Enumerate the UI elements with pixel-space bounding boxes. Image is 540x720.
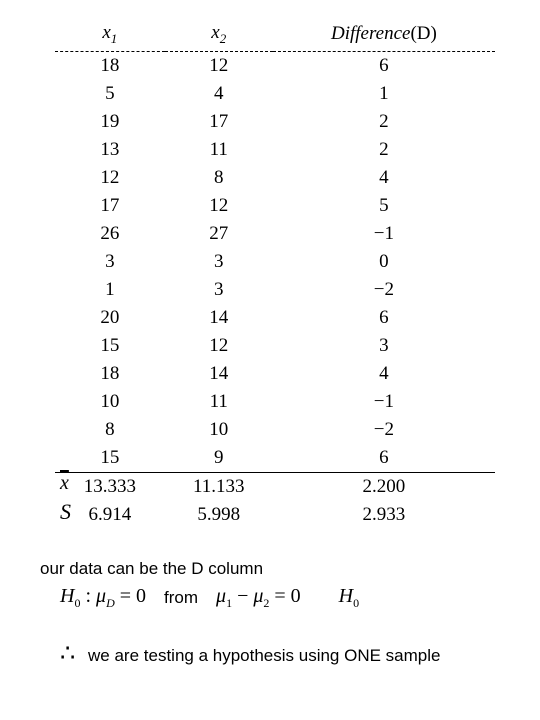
cell-x2: 12 [165, 51, 273, 80]
table-row: 1596 [55, 444, 495, 473]
cell-x1: 15 [55, 444, 165, 473]
cell-x1: 10 [55, 388, 165, 416]
table-row: 17125 [55, 192, 495, 220]
data-table: x1 x2 Difference(D) 18126541191721311212… [55, 20, 495, 529]
s-label: S [60, 499, 71, 525]
cell-x2: 12 [165, 192, 273, 220]
table-row: 19172 [55, 108, 495, 136]
table-row: 18144 [55, 360, 495, 388]
table-row: 541 [55, 80, 495, 108]
cell-d: 6 [273, 304, 495, 332]
col-header-diff: Difference(D) [273, 20, 495, 51]
cell-d: 3 [273, 332, 495, 360]
table-row: 1284 [55, 164, 495, 192]
cell-x1: 12 [55, 164, 165, 192]
cell-x2: 3 [165, 248, 273, 276]
cell-d: 0 [273, 248, 495, 276]
cell-x1: 8 [55, 416, 165, 444]
cell-d: −1 [273, 388, 495, 416]
cell-x1: 26 [55, 220, 165, 248]
cell-x2: 8 [165, 164, 273, 192]
cell-x2: 27 [165, 220, 273, 248]
cell-d: 2 [273, 108, 495, 136]
table-row: 20146 [55, 304, 495, 332]
cell-x2: 11 [165, 388, 273, 416]
note-line1: our data can be the D column [40, 559, 510, 579]
cell-d: 6 [273, 51, 495, 80]
cell-x2: 10 [165, 416, 273, 444]
row-mean: 13.33311.1332.200 [55, 472, 495, 501]
cell-d: 5 [273, 192, 495, 220]
table-row: 18126 [55, 51, 495, 80]
cell-d: 6 [273, 444, 495, 473]
cell-x2: 14 [165, 360, 273, 388]
mean-x1: 13.333 [55, 472, 165, 501]
cell-x2: 3 [165, 276, 273, 304]
note-line3: we are testing a hypothesis using ONE sa… [88, 646, 440, 665]
cell-x1: 20 [55, 304, 165, 332]
row-sd: 6.9145.9982.933 [55, 501, 495, 529]
from-label: from [164, 588, 198, 608]
table-row: 15123 [55, 332, 495, 360]
table-header-row: x1 x2 Difference(D) [55, 20, 495, 51]
cell-d: −2 [273, 416, 495, 444]
cell-x2: 17 [165, 108, 273, 136]
xbar-label: x [60, 472, 69, 495]
cell-d: 4 [273, 164, 495, 192]
therefore-symbol: ∴ [60, 641, 75, 667]
cell-d: −2 [273, 276, 495, 304]
table-row: 2627−1 [55, 220, 495, 248]
cell-x1: 18 [55, 51, 165, 80]
cell-x2: 11 [165, 136, 273, 164]
hypothesis-h0-mud: H0 : μD = 0 [60, 585, 146, 611]
cell-d: 1 [273, 80, 495, 108]
mean-d: 2.200 [273, 472, 495, 501]
cell-x1: 19 [55, 108, 165, 136]
cell-x1: 17 [55, 192, 165, 220]
table-row: 13−2 [55, 276, 495, 304]
cell-x1: 15 [55, 332, 165, 360]
cell-x2: 9 [165, 444, 273, 473]
table-row: 1011−1 [55, 388, 495, 416]
cell-x2: 4 [165, 80, 273, 108]
h0-right: H0 [339, 585, 359, 611]
table-row: 330 [55, 248, 495, 276]
table-row: 13112 [55, 136, 495, 164]
cell-x1: 1 [55, 276, 165, 304]
cell-d: 4 [273, 360, 495, 388]
col-header-x1: x1 [55, 20, 165, 51]
col-header-x2: x2 [165, 20, 273, 51]
cell-x2: 14 [165, 304, 273, 332]
cell-d: −1 [273, 220, 495, 248]
cell-x2: 12 [165, 332, 273, 360]
cell-d: 2 [273, 136, 495, 164]
sd-x1: 6.914 [55, 501, 165, 529]
cell-x1: 3 [55, 248, 165, 276]
cell-x1: 18 [55, 360, 165, 388]
sd-d: 2.933 [273, 501, 495, 529]
table-row: 810−2 [55, 416, 495, 444]
cell-x1: 5 [55, 80, 165, 108]
sd-x2: 5.998 [165, 501, 273, 529]
cell-x1: 13 [55, 136, 165, 164]
mean-x2: 11.133 [165, 472, 273, 501]
mu1-mu2-eq0: μ1 − μ2 = 0 [216, 585, 301, 611]
